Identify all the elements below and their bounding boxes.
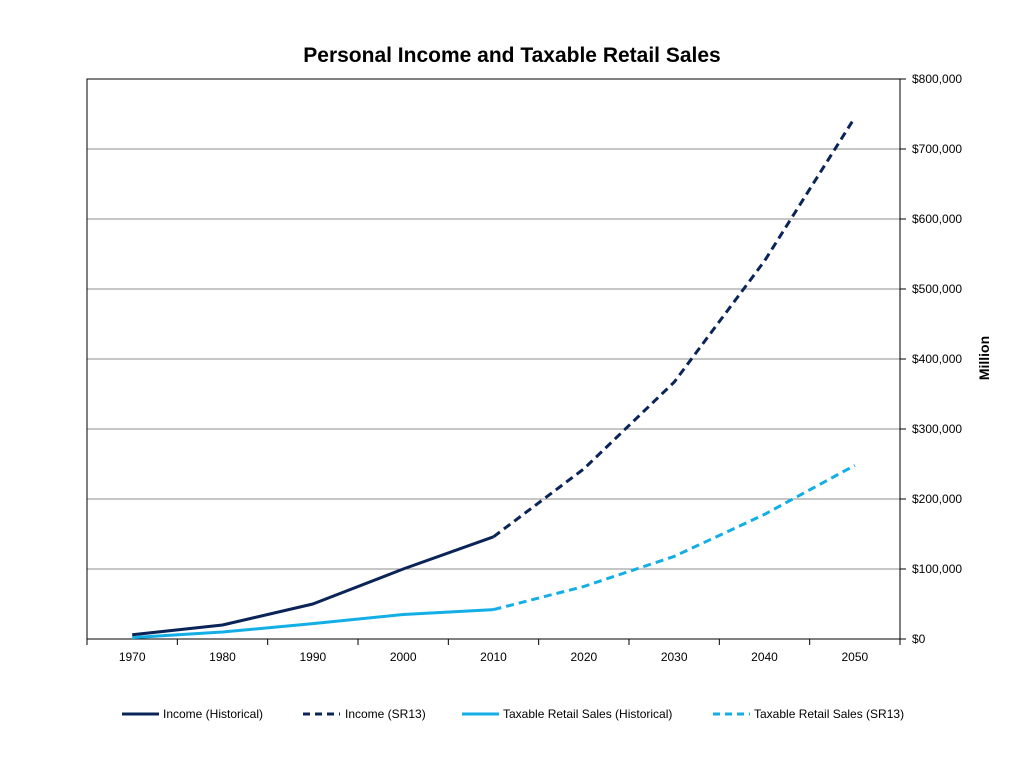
series-line [492,116,857,538]
legend-label: Taxable Retail Sales (SR13) [754,707,904,721]
x-tick-label: 2010 [480,650,507,664]
series-line [132,608,494,640]
x-tick-label: 2000 [390,650,417,664]
legend-label: Income (Historical) [163,707,263,721]
x-tick-label: 2050 [841,650,868,664]
y-tick-label: $800,000 [912,72,962,86]
y-tick-label: $500,000 [912,282,962,296]
chart-title: Personal Income and Taxable Retail Sales [303,44,721,67]
y-tick-label: $200,000 [912,492,962,506]
x-tick-label: 2040 [751,650,778,664]
x-tick-label: 1990 [299,650,326,664]
y-tick-label: $100,000 [912,562,962,576]
series-line [132,535,495,637]
x-tick-label: 2020 [570,650,597,664]
x-tick-label: 2030 [661,650,688,664]
y-tick-label: $600,000 [912,212,962,226]
x-tick-label: 1980 [209,650,236,664]
legend-label: Taxable Retail Sales (Historical) [503,707,672,721]
series-line [493,464,856,612]
legend-label: Income (SR13) [345,707,426,721]
y-tick-label: $0 [912,632,926,646]
y-tick-label: $400,000 [912,352,962,366]
x-tick-label: 1970 [119,650,146,664]
y-tick-label: $300,000 [912,422,962,436]
y-tick-label: $700,000 [912,142,962,156]
